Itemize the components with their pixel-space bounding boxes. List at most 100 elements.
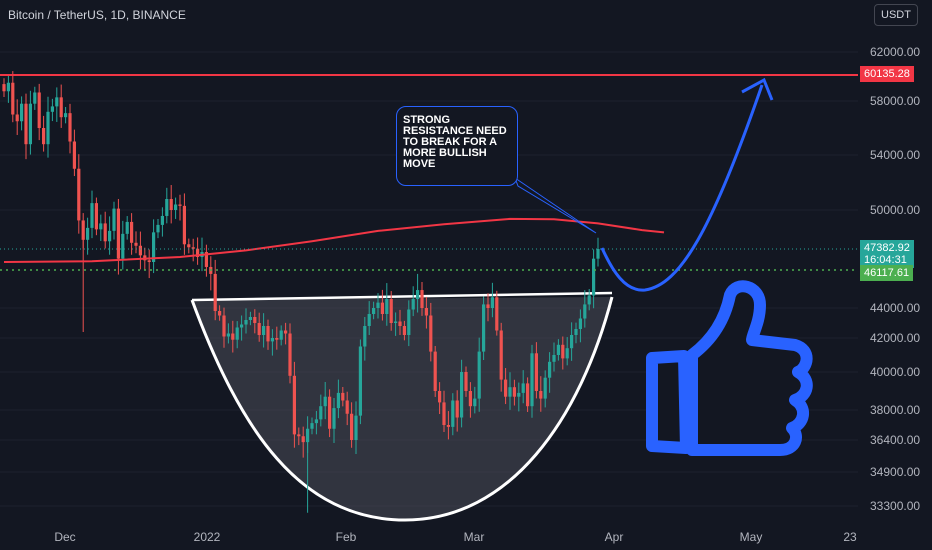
candle-body	[20, 103, 24, 122]
candle	[2, 78, 6, 97]
currency-selector[interactable]: USDT	[874, 4, 918, 26]
candle-body	[196, 248, 200, 258]
candle	[147, 249, 151, 279]
candle	[486, 293, 490, 322]
candle	[174, 197, 178, 219]
candle-body	[152, 232, 156, 262]
candle-body	[178, 204, 182, 206]
candle	[592, 249, 596, 309]
candle-body	[6, 82, 10, 92]
candle	[332, 397, 336, 443]
candle	[24, 93, 28, 160]
candle-body	[130, 221, 134, 243]
candle-body	[565, 348, 569, 359]
candle-body	[504, 379, 508, 397]
candle	[460, 359, 464, 428]
candle	[248, 311, 252, 326]
candle-body	[156, 224, 160, 233]
candle	[389, 291, 393, 331]
candle-body	[64, 113, 68, 118]
candle-body	[570, 335, 574, 349]
candle-body	[530, 353, 534, 407]
candle-body	[517, 392, 521, 397]
candle	[64, 106, 68, 124]
candle	[86, 217, 90, 255]
candle-body	[99, 223, 103, 230]
candle	[46, 96, 50, 158]
candle	[411, 286, 415, 317]
candle-body	[301, 436, 305, 443]
candle-body	[332, 408, 336, 429]
candle	[345, 391, 349, 426]
x-tick-label: Apr	[605, 530, 624, 544]
candle	[94, 197, 98, 236]
last-price-value: 47382.92	[864, 242, 910, 254]
candle-body	[72, 141, 76, 169]
cup-curve	[190, 296, 614, 522]
candle-body	[380, 302, 384, 314]
candle	[446, 411, 450, 440]
candle-body	[191, 247, 195, 249]
candle-body	[398, 321, 402, 326]
thumb-hand	[686, 280, 813, 456]
candle	[424, 296, 428, 329]
candle	[358, 339, 362, 425]
candle	[257, 312, 261, 342]
candle-body	[521, 383, 525, 393]
candle	[517, 382, 521, 412]
candle	[398, 309, 402, 335]
candle	[218, 305, 222, 321]
candle-body	[240, 324, 244, 328]
candle-body	[187, 244, 191, 248]
candle	[416, 273, 420, 313]
candle-body	[539, 391, 543, 399]
candle	[380, 289, 384, 321]
candle	[187, 238, 191, 254]
y-tick-label: 42000.00	[870, 331, 920, 345]
candle	[442, 390, 446, 432]
candle	[336, 379, 340, 419]
candle-body	[2, 84, 6, 92]
candle-body	[50, 106, 54, 112]
candle	[262, 313, 266, 348]
candle-body	[284, 330, 288, 334]
candle	[433, 345, 437, 397]
candle-body	[275, 338, 279, 340]
candle	[90, 190, 94, 239]
candle	[464, 366, 468, 397]
candle-body	[306, 428, 310, 443]
candle-body	[55, 97, 59, 107]
candle-body	[424, 308, 428, 316]
candle-body	[385, 299, 389, 314]
y-tick-label: 54000.00	[870, 148, 920, 162]
candle	[534, 342, 538, 399]
candle-body	[266, 326, 270, 342]
candle-body	[28, 103, 32, 145]
candle-body	[354, 415, 358, 440]
cup-rim-line	[191, 291, 613, 302]
candle	[455, 390, 459, 432]
candle	[587, 289, 591, 311]
x-tick-label: Mar	[464, 530, 485, 544]
candle	[578, 309, 582, 343]
candle	[284, 322, 288, 345]
candle	[50, 98, 54, 122]
x-tick-label: 2022	[194, 530, 221, 544]
candle	[244, 308, 248, 334]
candle-body	[495, 297, 499, 331]
candle	[328, 389, 332, 438]
x-axis: Dec 2022 Feb Mar Apr May 23	[54, 530, 857, 544]
candle-body	[169, 199, 173, 210]
candle	[72, 129, 76, 177]
candle	[319, 394, 323, 427]
countdown: 16:04:31	[864, 254, 907, 266]
candle	[583, 290, 587, 328]
y-tick-label: 36400.00	[870, 433, 920, 447]
callout-pointer	[513, 176, 597, 234]
candle	[367, 301, 371, 335]
candle	[112, 201, 116, 240]
candle-body	[68, 113, 72, 142]
y-tick-label: 33300.00	[870, 499, 920, 513]
candle	[376, 293, 380, 319]
candle-body	[499, 330, 503, 380]
